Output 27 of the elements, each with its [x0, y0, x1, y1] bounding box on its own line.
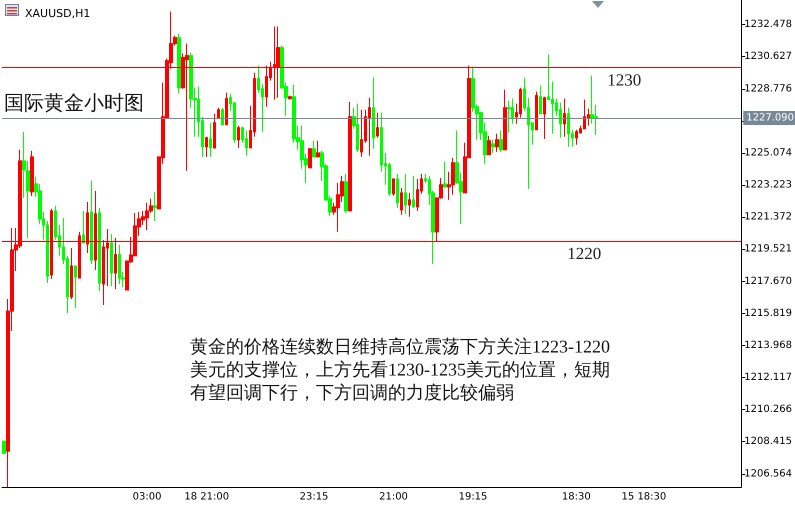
- y-tick-label: 1206.564: [744, 468, 792, 480]
- ref-line-label: 1227.090: [746, 112, 794, 124]
- x-tick-label: 19:15: [458, 492, 488, 502]
- y-tick-label: 1232.478: [744, 19, 792, 30]
- y-tick-label: 1223.223: [744, 180, 792, 191]
- text: XAUUSD,H1: [25, 7, 90, 20]
- y-tick-label: 1230.627: [744, 51, 792, 62]
- x-tick-label: 18:30: [562, 492, 591, 502]
- y-tick-label: 1228.776: [744, 83, 792, 94]
- y-tick-label: 1217.670: [744, 276, 792, 287]
- x-tick-label: 03:00: [132, 492, 162, 502]
- y-tick-label: 1213.968: [744, 340, 792, 351]
- y-tick-label: 1208.415: [744, 436, 792, 448]
- y-tick-label: 1219.521: [744, 244, 792, 255]
- y-tick-label: 1210.266: [744, 404, 792, 416]
- ref-line-label: 1230: [607, 70, 642, 90]
- annotation: 黄金的价格连续数日维持高位震荡下方关注1223-1220美元的支撑位，上方先看1230-1235美元的位置，短期有望回调下行，下方回调的力度比较偏弱: [190, 336, 610, 402]
- x-tick-label: 23:15: [300, 492, 328, 502]
- x-tick-label: 18 21:00: [184, 492, 230, 502]
- y-tick-label: 1221.372: [744, 212, 792, 223]
- y-tick-label: 1225.074: [744, 147, 792, 158]
- annotation: 国际黄金小时图: [4, 92, 144, 114]
- ref-line-label: 1220: [567, 244, 602, 263]
- y-tick-label: 1215.819: [744, 308, 792, 319]
- x-tick-label: 15 18:30: [622, 492, 666, 502]
- x-tick-label: 21:00: [379, 492, 408, 502]
- y-tick-label: 1212.117: [744, 372, 792, 384]
